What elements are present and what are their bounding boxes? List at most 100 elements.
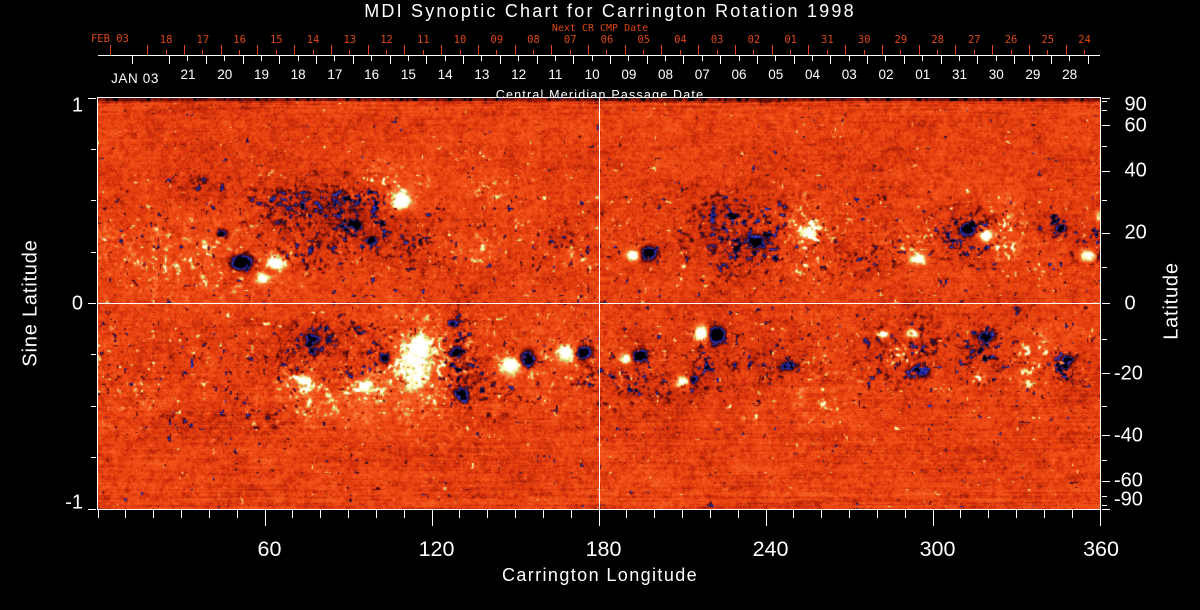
yl-minor-tick — [91, 354, 96, 356]
cmp-day-tick — [885, 56, 887, 61]
x-minor-tick — [236, 510, 238, 518]
next-cr-day-tick — [349, 49, 351, 55]
cmp-day-label: 15 — [400, 66, 416, 82]
cmp-axis-line — [98, 55, 1100, 56]
cmp-day-label: 20 — [217, 66, 233, 82]
x-minor-tick — [487, 510, 489, 518]
cmp-midnight-tick — [1050, 56, 1052, 64]
cmp-midnight-tick — [463, 56, 465, 64]
x-major-tick — [598, 510, 600, 526]
cmp-day-label: 07 — [694, 66, 710, 82]
next-cr-day-label: 14 — [306, 34, 320, 46]
next-cr-day-label: 03 — [710, 34, 724, 46]
next-cr-midnight-tick — [992, 45, 994, 55]
cmp-day-tick — [628, 56, 630, 61]
cmp-day-tick — [187, 56, 189, 61]
x-minor-tick — [125, 510, 127, 518]
right-y-tick-label: -20 — [1114, 362, 1143, 385]
next-cr-midnight-tick — [808, 45, 810, 55]
cmp-midnight-tick — [830, 56, 832, 64]
next-cr-midnight-tick — [1028, 45, 1030, 55]
yr-minor-tick — [1102, 267, 1107, 269]
next-cr-day-label: 17 — [196, 34, 210, 46]
cmp-day-tick — [481, 56, 483, 61]
x-minor-tick — [153, 510, 155, 518]
next-cr-day-label: 29 — [894, 34, 908, 46]
next-cr-day-label: 06 — [600, 34, 614, 46]
yr-minor-tick — [1102, 200, 1107, 202]
cmp-day-tick — [224, 56, 226, 61]
x-minor-tick — [320, 510, 322, 518]
yr-major-tick — [1102, 480, 1110, 482]
next-cr-day-tick — [643, 49, 645, 55]
cmp-day-tick — [554, 56, 556, 61]
right-y-tick-label: 20 — [1124, 221, 1147, 244]
plot-box-border — [97, 97, 1101, 510]
next-cr-day-tick — [1047, 49, 1049, 55]
x-minor-tick — [208, 510, 210, 518]
next-cr-day-label: 08 — [527, 34, 540, 46]
cmp-day-tick — [958, 56, 960, 61]
cmp-day-label: 16 — [364, 66, 380, 82]
next-cr-midnight-tick — [661, 45, 663, 55]
next-cr-day-tick — [753, 49, 755, 55]
next-cr-midnight-tick — [220, 45, 222, 55]
x-minor-tick — [682, 510, 683, 518]
next-cr-midnight-tick — [1065, 45, 1067, 55]
next-cr-midnight-tick — [551, 45, 553, 55]
yr-minor-tick — [1102, 405, 1107, 407]
chart-title: MDI Synoptic Chart for Carrington Rotati… — [364, 1, 856, 21]
next-cr-day-label: 18 — [159, 34, 173, 46]
next-cr-day-label: 16 — [233, 34, 246, 46]
next-cr-day-tick — [900, 49, 902, 55]
yr-major-tick — [1102, 508, 1110, 510]
cmp-midnight-tick — [389, 56, 391, 64]
next-cr-day-tick — [716, 49, 718, 55]
cmp-midnight-tick — [573, 56, 575, 64]
next-cr-day-tick — [606, 49, 608, 55]
next-cr-midnight-tick — [110, 45, 112, 55]
yr-minor-tick — [1102, 109, 1107, 111]
cmp-midnight-tick — [1014, 56, 1016, 64]
next-cr-midnight-tick — [330, 45, 332, 55]
yl-minor-tick — [91, 251, 96, 253]
next-cr-day-label: 24 — [1078, 34, 1091, 46]
cmp-day-label: 21 — [180, 66, 196, 82]
next-cr-midnight-tick — [624, 45, 626, 55]
x-major-tick — [264, 510, 266, 526]
right-y-tick-label: -60 — [1114, 469, 1143, 492]
x-tick-label: 360 — [1083, 537, 1119, 561]
cmp-midnight-tick — [132, 56, 134, 64]
cmp-day-label: 11 — [548, 66, 563, 82]
yr-major-tick — [1102, 125, 1110, 127]
cmp-day-label: 05 — [768, 66, 784, 82]
cmp-midnight-tick — [205, 56, 207, 64]
next-cr-day-tick — [496, 49, 498, 55]
next-cr-month-label: FEB 03 — [90, 33, 129, 45]
cmp-day-tick — [738, 56, 740, 61]
cmp-day-tick — [812, 56, 814, 61]
cmp-day-tick — [260, 56, 262, 61]
next-cr-day-label: 26 — [1004, 34, 1018, 46]
right-y-tick-label: 90 — [1124, 93, 1147, 116]
left-y-tick-label: 1 — [71, 94, 83, 117]
cmp-day-tick — [995, 56, 997, 61]
cmp-midnight-tick — [316, 56, 318, 64]
cmp-day-label: 18 — [290, 66, 306, 82]
cmp-day-tick — [775, 56, 777, 61]
x-major-tick — [431, 510, 433, 526]
left-y-axis-title: Sine Latitude — [19, 239, 42, 367]
cmp-midnight-tick — [756, 56, 758, 64]
cmp-day-tick — [922, 56, 924, 61]
next-cr-day-tick — [239, 49, 241, 55]
next-cr-day-tick — [1084, 49, 1086, 55]
cmp-midnight-tick — [352, 56, 354, 64]
next-cr-day-tick — [312, 49, 314, 55]
cmp-month-label: JAN 03 — [111, 70, 159, 86]
x-minor-tick — [292, 510, 294, 518]
next-cr-midnight-tick — [955, 45, 957, 55]
next-cr-day-tick — [826, 49, 828, 55]
next-cr-day-tick — [973, 49, 975, 55]
yr-minor-tick — [1102, 460, 1107, 462]
x-minor-tick — [403, 510, 405, 518]
